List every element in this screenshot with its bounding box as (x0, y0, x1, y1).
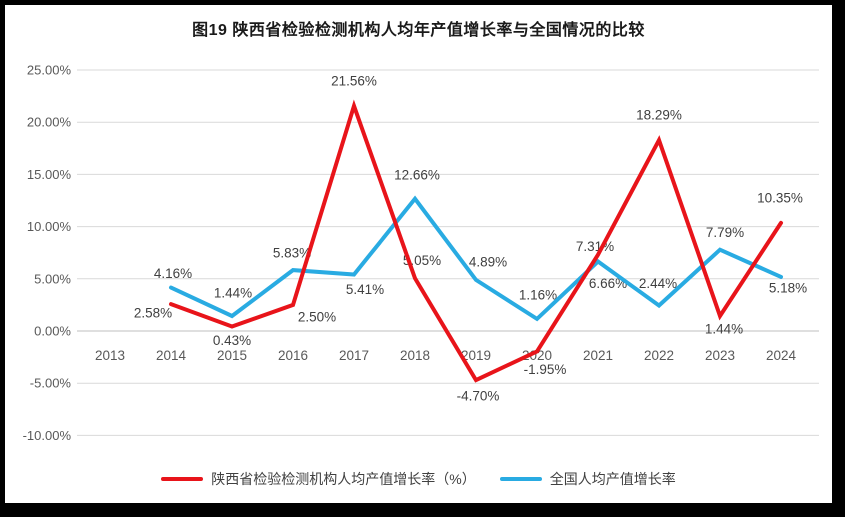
x-tick-label: 2023 (705, 348, 735, 363)
y-tick-label: 25.00% (27, 63, 72, 78)
data-label-national: 12.66% (394, 167, 440, 182)
data-label-national: 5.18% (769, 280, 807, 295)
x-tick-label: 2019 (461, 348, 491, 363)
legend-swatch-national-icon (499, 477, 542, 481)
x-tick-label: 2024 (766, 348, 797, 363)
data-label-shaanxi: 21.56% (331, 73, 377, 88)
data-label-shaanxi: 18.29% (636, 108, 682, 123)
y-tick-label: 5.00% (34, 271, 71, 286)
data-label-shaanxi: 10.35% (757, 190, 803, 205)
data-label-shaanxi: 2.58% (134, 306, 172, 321)
x-tick-label: 2020 (522, 348, 552, 363)
x-tick-label: 2022 (644, 348, 674, 363)
line-chart: 25.00% 20.00% 15.00% 10.00% 5.00% 0.00% -5.00%… (23, 63, 819, 443)
y-tick-label: -10.00% (23, 428, 72, 443)
y-tick-label: -5.00% (30, 376, 72, 391)
chart-title: 图19 陕西省检验检测机构人均年产值增长率与全国情况的比较 (192, 22, 645, 39)
legend-label-national: 全国人均产值增长率 (549, 471, 676, 487)
x-tick-label: 2013 (95, 348, 125, 363)
y-tick-label: 20.00% (27, 115, 72, 130)
data-label-shaanxi: -1.95% (524, 362, 567, 377)
data-label-national: 1.44% (214, 285, 252, 300)
data-label-shaanxi: 7.31% (576, 239, 614, 254)
data-label-national: 1.16% (519, 287, 557, 302)
data-label-national: 4.16% (154, 266, 192, 281)
x-tick-label: 2015 (217, 348, 247, 363)
legend-item-national: 全国人均产值增长率 (499, 469, 676, 489)
legend-swatch-shaanxi-icon (161, 477, 204, 481)
data-label-national: 4.89% (469, 254, 507, 269)
data-label-national: 6.66% (589, 276, 627, 291)
figure-frame: 25.00% 20.00% 15.00% 10.00% 5.00% 0.00% -5.00%… (5, 5, 832, 503)
data-label-national: 5.41% (346, 282, 384, 297)
series-line-shaanxi (169, 99, 783, 383)
x-tick-label: 2018 (400, 348, 430, 363)
x-tick-label: 2014 (156, 348, 187, 363)
legend-label-shaanxi: 陕西省检验检测机构人均产值增长率（%） (211, 471, 476, 487)
data-label-national: 2.44% (639, 276, 677, 291)
legend-item-shaanxi: 陕西省检验检测机构人均产值增长率（%） (161, 469, 476, 489)
x-tick-label: 2017 (339, 348, 369, 363)
series-line-national (169, 195, 783, 322)
y-tick-label: 15.00% (27, 167, 72, 182)
data-label-national: 5.83% (273, 246, 311, 261)
x-tick-label: 2016 (278, 348, 308, 363)
y-tick-label: 0.00% (34, 324, 71, 339)
data-label-national: 7.79% (706, 225, 744, 240)
x-tick-label: 2021 (583, 348, 613, 363)
chart-legend: 陕西省检验检测机构人均产值增长率（%） 全国人均产值增长率 (5, 467, 832, 491)
data-label-shaanxi: 0.43% (213, 333, 251, 348)
data-label-shaanxi: 1.44% (705, 321, 743, 336)
data-label-shaanxi: 2.50% (298, 309, 336, 324)
data-label-shaanxi: 5.05% (403, 253, 441, 268)
y-tick-label: 10.00% (27, 219, 72, 234)
data-label-shaanxi: -4.70% (457, 389, 500, 404)
